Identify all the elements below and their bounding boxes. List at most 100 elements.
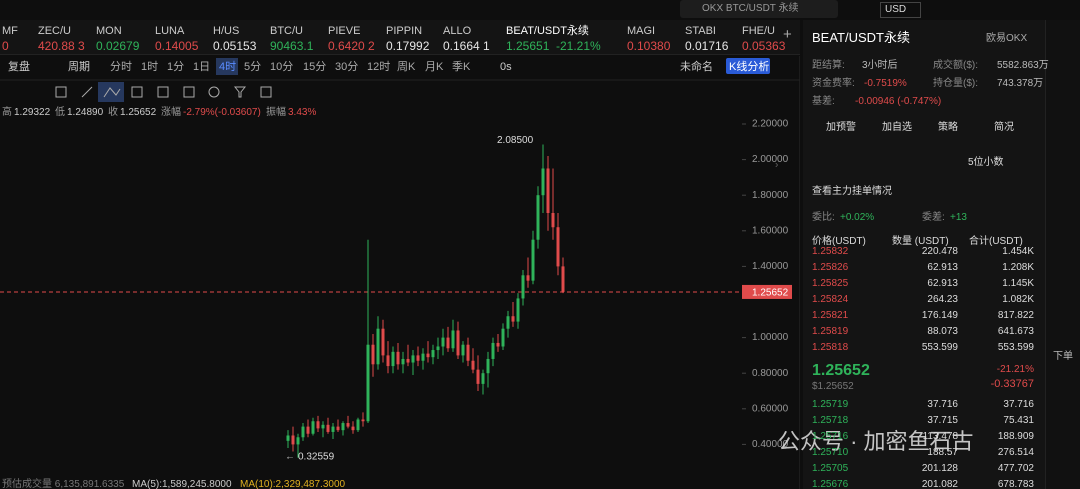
interval[interactable]: 分时 — [110, 61, 132, 73]
tab-name[interactable]: PIPPIN — [386, 25, 423, 37]
book-amount: 88.073 — [927, 326, 958, 337]
symbol: BEAT/USDT永续 — [812, 30, 910, 45]
tab-name[interactable]: PIEVE — [328, 25, 361, 37]
tab-price[interactable]: 0.01716 — [685, 39, 729, 53]
tab-price[interactable]: 0.1664 1 — [443, 39, 490, 53]
interval[interactable]: 15分 — [303, 61, 327, 73]
candle-body — [561, 266, 565, 292]
column-header[interactable]: 合计(USDT) — [969, 236, 1023, 247]
tab-price[interactable]: 0 — [2, 39, 9, 53]
interval[interactable]: 12时 — [367, 61, 391, 73]
candle-body — [411, 355, 415, 363]
panel-button[interactable]: 策略 — [938, 122, 958, 133]
interval[interactable]: 1时 — [141, 61, 159, 73]
candle-body — [356, 419, 360, 431]
sidebar-label[interactable]: 下单 — [1053, 351, 1073, 362]
info-label: 持仓量($): — [933, 78, 978, 89]
y-tick-label: 0.40000 — [752, 439, 789, 450]
tab-price[interactable]: 0.02679 — [96, 39, 140, 53]
book-total: 817.822 — [997, 310, 1034, 321]
book-price: 1.25832 — [812, 246, 849, 257]
panel-button[interactable]: 加预警 — [826, 122, 856, 133]
add-tab[interactable]: + — [783, 26, 792, 43]
stat-label: 收 — [108, 107, 118, 118]
column-header[interactable]: 价格(USDT) — [812, 236, 866, 247]
tab-price[interactable]: 420.88 3 — [38, 39, 85, 53]
decimals[interactable]: 5位小数 — [968, 157, 1004, 168]
tab-price[interactable]: 0.17992 — [386, 39, 430, 53]
stat-label: 振幅 — [266, 107, 286, 118]
interval[interactable]: 月K — [425, 61, 444, 73]
interval[interactable]: 季K — [452, 61, 471, 73]
interval[interactable]: 10分 — [270, 61, 294, 73]
info-label: 基差: — [812, 96, 835, 107]
candle-body — [416, 355, 420, 361]
collapse-arrow: › — [775, 160, 778, 171]
tab-price[interactable]: 90463.1 — [270, 39, 314, 53]
tab-name[interactable]: LUNA — [155, 25, 185, 37]
candle-body — [531, 239, 535, 281]
info-value: 743.378万 — [997, 78, 1044, 89]
stat-value: 1.29322 — [14, 107, 51, 118]
book-amount: 188.57 — [927, 447, 958, 458]
tab-price[interactable]: 1.25651 — [506, 39, 550, 53]
countdown[interactable]: 0s — [500, 61, 512, 73]
candle-body — [291, 435, 295, 445]
analysis-bg[interactable] — [726, 58, 770, 74]
panel-button[interactable]: 加自选 — [882, 122, 912, 133]
tab-name[interactable]: H/US — [213, 25, 240, 37]
volume-info: 预估成交量 6,135,891.6335 — [2, 479, 125, 489]
currency-select[interactable]: USD — [880, 2, 922, 18]
tab-price[interactable]: 0.6420 2 — [328, 39, 375, 53]
volume-info: MA(10):2,329,487.3000 — [240, 479, 346, 489]
tab-price[interactable]: 0.05153 — [213, 39, 257, 53]
tab-name[interactable]: ZEC/U — [38, 25, 71, 37]
interval-active-bg — [216, 58, 238, 75]
book-price: 1.25705 — [812, 463, 849, 474]
book-total: 553.599 — [997, 342, 1034, 353]
book-total: 1.145K — [1002, 278, 1034, 289]
candle-body — [496, 342, 500, 347]
book-price: 1.25719 — [812, 399, 849, 410]
y-tick-label: 0.80000 — [752, 368, 789, 379]
info-label: 成交额($): — [933, 60, 978, 71]
period[interactable]: 周期 — [68, 61, 90, 73]
main-orders[interactable]: 查看主力挂单情况 — [812, 186, 892, 197]
candle-body — [436, 346, 440, 351]
replay[interactable]: 复盘 — [8, 61, 30, 73]
candle-body — [361, 419, 365, 422]
info-value: 5582.863万 — [997, 60, 1049, 71]
tab-name[interactable]: MON — [96, 25, 122, 37]
tab-change[interactable]: -21.21% — [556, 39, 601, 53]
tab-price[interactable]: 0.14005 — [155, 39, 199, 53]
exchange[interactable]: 欧易OKX — [986, 33, 1028, 44]
layout-name[interactable]: 未命名 — [680, 61, 713, 73]
candle-body — [451, 330, 455, 349]
tab-name[interactable]: ALLO — [443, 25, 472, 37]
candle-body — [536, 195, 540, 240]
analysis-button[interactable]: K线分析 — [729, 61, 770, 73]
search-box[interactable] — [680, 0, 838, 18]
info-label: 资金费率: — [812, 78, 855, 89]
tab-price[interactable]: 0.05363 — [742, 39, 786, 53]
tab-name[interactable]: BTC/U — [270, 25, 303, 37]
interval[interactable]: 1日 — [193, 61, 211, 73]
tab-name[interactable]: MAGI — [627, 25, 656, 37]
candle-body — [401, 358, 405, 365]
tab-name[interactable]: MF — [2, 25, 18, 37]
search-placeholder: OKX BTC/USDT 永续 — [702, 3, 799, 14]
interval[interactable]: 5分 — [244, 61, 262, 73]
tab-price[interactable]: 0.10380 — [627, 39, 671, 53]
tab-name[interactable]: BEAT/USDT永续 — [506, 25, 589, 37]
panel-button[interactable]: 简况 — [994, 122, 1014, 133]
interval[interactable]: 30分 — [335, 61, 359, 73]
book-amount: 201.128 — [921, 463, 958, 474]
last-price-label: 1.25652 — [752, 288, 789, 299]
interval[interactable]: 1分 — [167, 61, 185, 73]
candle-body — [456, 330, 460, 356]
tab-name[interactable]: STABI — [685, 25, 716, 37]
column-header[interactable]: 数量 (USDT) — [892, 236, 949, 247]
interval[interactable]: 周K — [397, 61, 416, 73]
tab-name[interactable]: FHE/U — [742, 25, 775, 37]
interval[interactable]: 4时 — [219, 61, 237, 73]
